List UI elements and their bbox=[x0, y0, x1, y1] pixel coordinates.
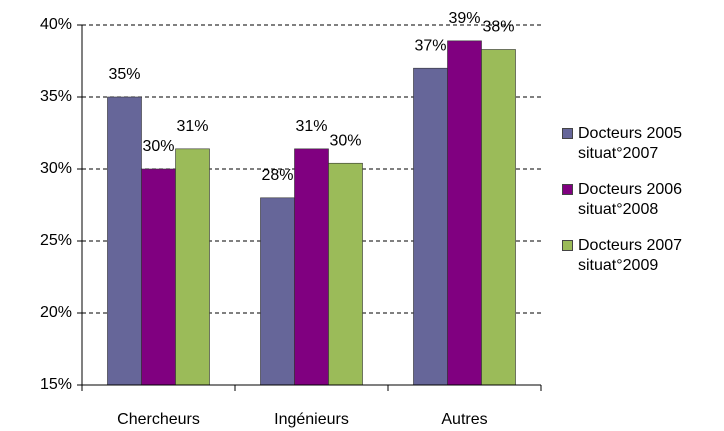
legend-item: Docteurs 2005 situat°2007 bbox=[562, 124, 712, 164]
bar bbox=[447, 40, 482, 386]
legend-label: Docteurs 2006 situat°2008 bbox=[578, 181, 683, 218]
bar bbox=[175, 148, 210, 386]
y-tick-label: 40% bbox=[40, 16, 72, 33]
bar bbox=[107, 96, 142, 386]
data-label: 37% bbox=[414, 37, 446, 54]
legend-label: Docteurs 2005 situat°2007 bbox=[578, 125, 683, 162]
bar bbox=[260, 197, 295, 386]
data-label: 30% bbox=[142, 138, 174, 155]
data-label: 35% bbox=[108, 66, 140, 83]
y-tick-label: 20% bbox=[40, 304, 72, 321]
legend-item: Docteurs 2007 situat°2009 bbox=[562, 236, 712, 276]
x-tick-label: Autres bbox=[441, 411, 487, 428]
bar bbox=[294, 148, 329, 386]
y-tick-label: 30% bbox=[40, 160, 72, 177]
legend-item: Docteurs 2006 situat°2008 bbox=[562, 180, 712, 220]
legend-swatch bbox=[562, 128, 573, 139]
data-label: 39% bbox=[448, 10, 480, 27]
y-tick-label: 25% bbox=[40, 232, 72, 249]
legend-swatch bbox=[562, 240, 573, 251]
y-tick-label: 15% bbox=[40, 376, 72, 393]
data-label: 30% bbox=[330, 132, 362, 149]
data-label: 38% bbox=[483, 19, 515, 36]
bar bbox=[481, 49, 516, 386]
bar bbox=[413, 67, 448, 386]
data-label: 31% bbox=[177, 118, 209, 135]
data-label: 31% bbox=[295, 118, 327, 135]
y-tick-label: 35% bbox=[40, 88, 72, 105]
legend-label: Docteurs 2007 situat°2009 bbox=[578, 237, 683, 274]
bar bbox=[328, 162, 363, 386]
legend-swatch bbox=[562, 184, 573, 195]
bar bbox=[141, 168, 176, 386]
data-label: 28% bbox=[261, 167, 293, 184]
x-tick-label: Chercheurs bbox=[117, 411, 200, 428]
x-tick-label: Ingénieurs bbox=[274, 411, 349, 428]
